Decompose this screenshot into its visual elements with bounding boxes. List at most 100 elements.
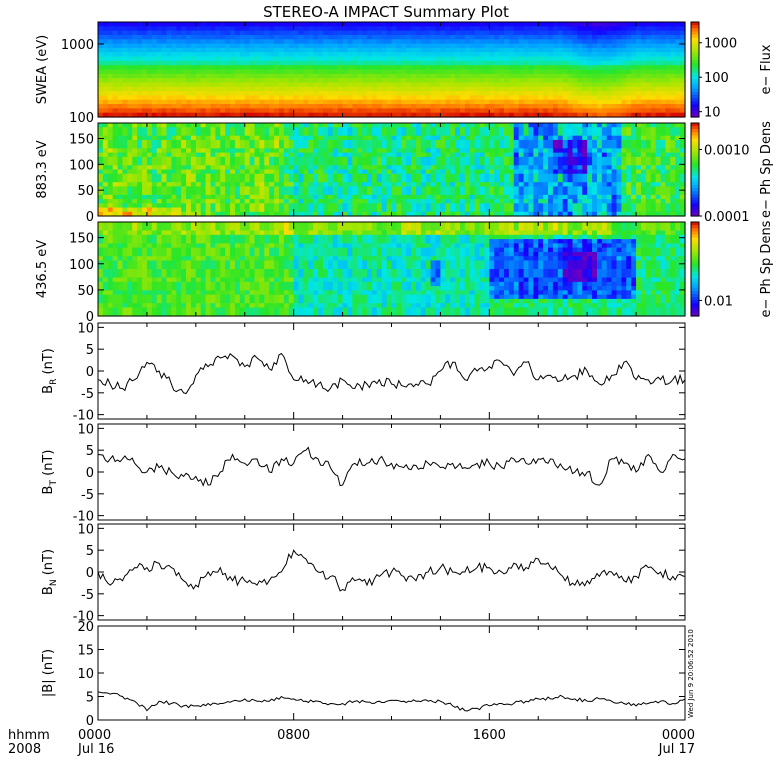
heat-cell xyxy=(102,112,109,118)
heat-cell xyxy=(440,207,446,213)
heat-cell xyxy=(117,144,124,149)
heat-cell xyxy=(357,86,363,92)
heat-cell xyxy=(430,39,437,45)
heat-cell xyxy=(156,127,163,133)
heat-cell xyxy=(504,173,510,179)
heat-cell xyxy=(318,144,324,149)
heat-cell xyxy=(596,78,603,84)
heat-cell xyxy=(283,186,290,192)
heat-cell xyxy=(244,199,251,204)
heat-cell xyxy=(186,78,192,84)
heat-cell xyxy=(112,30,119,36)
heat-cell xyxy=(459,78,466,84)
heat-cell xyxy=(112,108,119,114)
heat-cell xyxy=(371,169,378,175)
heat-cell xyxy=(518,199,525,204)
heat-cell xyxy=(190,173,197,179)
heat-cell xyxy=(650,60,657,66)
heat-cell xyxy=(102,131,109,137)
heat-cell xyxy=(665,22,671,27)
heat-cell xyxy=(195,22,202,27)
heat-cell xyxy=(293,169,300,175)
heat-cell xyxy=(504,194,510,200)
heat-cell xyxy=(543,169,549,175)
heat-cell xyxy=(533,22,539,27)
heat-cell xyxy=(577,65,583,71)
heat-cell xyxy=(137,82,143,88)
heat-cell xyxy=(318,182,324,188)
heat-cell xyxy=(239,207,246,213)
heat-cell xyxy=(518,91,525,97)
heat-cell xyxy=(557,78,564,84)
heat-cell xyxy=(552,34,559,40)
heat-cell xyxy=(504,112,510,118)
heat-cell xyxy=(107,78,114,84)
heat-cell xyxy=(151,43,158,49)
heat-cell xyxy=(567,30,574,36)
heat-cell xyxy=(117,104,124,109)
heat-cell xyxy=(469,52,476,58)
heat-cell xyxy=(303,65,309,71)
heat-cell xyxy=(161,82,168,88)
heat-cell xyxy=(440,173,446,179)
heat-cell xyxy=(186,56,192,62)
heat-cell xyxy=(660,73,667,79)
heat-cell xyxy=(274,26,280,32)
heat-cell xyxy=(655,73,662,79)
heat-cell xyxy=(161,56,168,62)
heat-cell xyxy=(381,161,388,166)
heat-cell xyxy=(225,52,231,58)
heat-cell xyxy=(288,127,295,133)
heat-cell xyxy=(543,177,549,183)
heat-cell xyxy=(244,165,251,171)
heat-cell xyxy=(137,22,143,27)
heat-cell xyxy=(420,73,427,79)
heat-cell xyxy=(357,135,363,141)
heat-cell xyxy=(425,207,432,213)
heat-cell xyxy=(435,82,442,88)
heat-cell xyxy=(425,99,432,105)
heat-cell xyxy=(680,73,686,79)
heat-cell xyxy=(401,112,407,118)
heat-cell xyxy=(142,78,148,84)
heat-cell xyxy=(513,39,520,45)
heat-cell xyxy=(327,86,334,92)
heat-cell xyxy=(210,39,216,45)
heat-cell xyxy=(132,127,138,133)
heat-cell xyxy=(592,73,598,79)
heat-cell xyxy=(675,60,681,66)
heat-cell xyxy=(376,152,383,158)
heat-cell xyxy=(127,26,133,32)
heat-cell xyxy=(278,127,285,133)
heat-cell xyxy=(371,156,378,162)
heat-cell xyxy=(274,73,280,79)
heat-cell xyxy=(406,169,412,175)
heat-cell xyxy=(523,161,530,166)
heat-cell xyxy=(391,65,397,71)
heat-cell xyxy=(176,135,182,141)
heat-cell xyxy=(107,65,114,71)
heat-cell xyxy=(455,161,461,166)
heat-cell xyxy=(127,165,133,171)
heat-cell xyxy=(161,135,168,141)
heat-cell xyxy=(420,30,427,36)
heat-cell xyxy=(122,169,128,175)
heat-cell xyxy=(415,108,422,114)
heat-cell xyxy=(616,56,623,62)
heat-cell xyxy=(411,43,417,49)
heat-cell xyxy=(332,135,339,141)
heat-cell xyxy=(396,127,402,133)
heat-cell xyxy=(225,56,231,62)
heat-cell xyxy=(278,131,285,137)
heat-cell xyxy=(293,91,300,97)
heat-cell xyxy=(102,82,109,88)
heat-cell xyxy=(430,165,437,171)
heat-cell xyxy=(386,207,393,213)
heat-cell xyxy=(518,26,525,32)
heat-cell xyxy=(142,108,148,114)
heat-cell xyxy=(655,86,662,92)
heat-cell xyxy=(616,82,623,88)
heat-cell xyxy=(303,190,309,196)
heat-cell xyxy=(489,112,495,118)
heat-cell xyxy=(518,104,525,109)
